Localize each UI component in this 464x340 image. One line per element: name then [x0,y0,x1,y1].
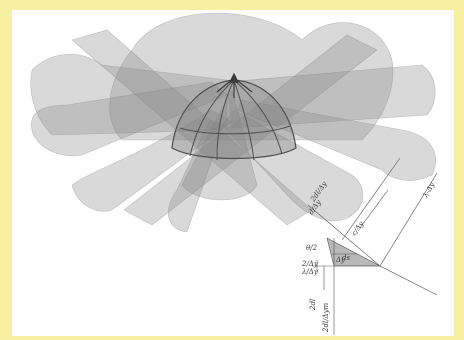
meridian-3 [233,79,255,161]
construction-figure: d/Δy 2dl/Δy θ/2 ds 2/Δy λ/Δy Δy 2dl c/Δy… [301,157,438,335]
label-3: θ/2 [306,244,318,252]
plane-bottom-fan [181,89,258,201]
parallel-1 [179,125,291,135]
plane-diagonal-b [123,34,378,226]
plane-left-curl [31,81,228,157]
plane-right-curl [236,99,437,181]
meridian-2 [216,79,235,161]
label-10: λ-Δy [421,180,436,200]
plane-back-dome [109,12,394,141]
dome [171,72,297,161]
meridian-1 [189,79,235,157]
line-incident [307,204,381,267]
label-5: 2/Δy [301,260,319,268]
plane-diagonal-a [71,29,313,226]
plane-lower-right [221,109,364,222]
label-8: 2dl [309,299,317,311]
line-normal-parallel [341,157,401,241]
label-4: ds [342,254,350,262]
apex-arrows [216,72,253,98]
plane-left-fold [30,54,228,136]
label-11: 2dl/Δym [322,302,330,333]
meridian-4 [233,79,283,155]
diagram-panel: d/Δy 2dl/Δy θ/2 ds 2/Δy λ/Δy Δy 2dl c/Δy… [12,10,454,336]
plane-group [30,12,437,233]
crystal-planes-diagram: d/Δy 2dl/Δy θ/2 ds 2/Δy λ/Δy Δy 2dl c/Δy… [30,12,438,335]
line-dim-arrow [359,189,389,229]
dome-surface [171,79,297,160]
line-normal-long [379,172,438,267]
apex-arrowhead [229,72,239,83]
shaded-wedge [326,237,381,267]
line-reflected [379,265,438,296]
label-7: Δy [335,256,346,264]
label-6: λ/Δy [301,268,319,276]
dome-meridians [179,79,291,161]
plane-bottom-wing [168,119,225,233]
plane-lower-left [71,109,233,212]
plane-right-band [226,64,436,129]
label-9: c/Δy [350,219,366,237]
